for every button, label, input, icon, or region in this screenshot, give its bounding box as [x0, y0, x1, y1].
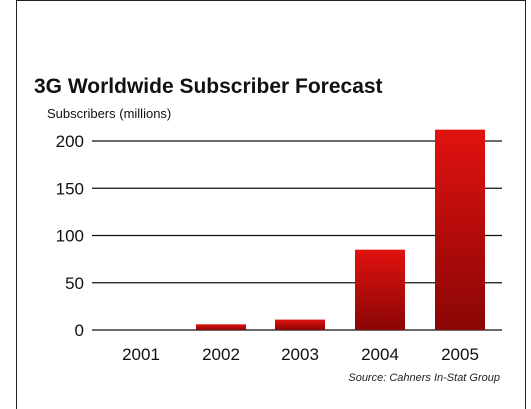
- chart-title: 3G Worldwide Subscriber Forecast: [34, 75, 383, 98]
- y-tick-labels: 0 50 100 150 200: [56, 132, 84, 340]
- chart-frame: [16, 0, 526, 409]
- bar-2004: [355, 249, 405, 330]
- x-tick-label-2005: 2005: [441, 345, 479, 364]
- y-tick-label: 0: [75, 321, 84, 340]
- bar-2002: [196, 324, 246, 330]
- y-tick-label: 50: [65, 274, 84, 293]
- gridlines: [92, 140, 502, 331]
- y-tick-label: 150: [56, 179, 84, 198]
- y-tick-label: 200: [56, 132, 84, 151]
- x-tick-labels: 2001 2002 2003 2004 2005: [122, 345, 479, 364]
- y-axis-label: Subscribers (millions): [47, 106, 171, 121]
- bars: [196, 129, 485, 330]
- source-note: Source: Cahners In-Stat Group: [348, 372, 500, 384]
- x-tick-label-2002: 2002: [202, 345, 240, 364]
- bar-2005: [435, 129, 485, 330]
- bar-2003: [275, 319, 325, 330]
- x-tick-label-2001: 2001: [122, 345, 160, 364]
- x-tick-label-2003: 2003: [281, 345, 319, 364]
- x-tick-label-2004: 2004: [361, 345, 399, 364]
- y-tick-label: 100: [56, 227, 84, 246]
